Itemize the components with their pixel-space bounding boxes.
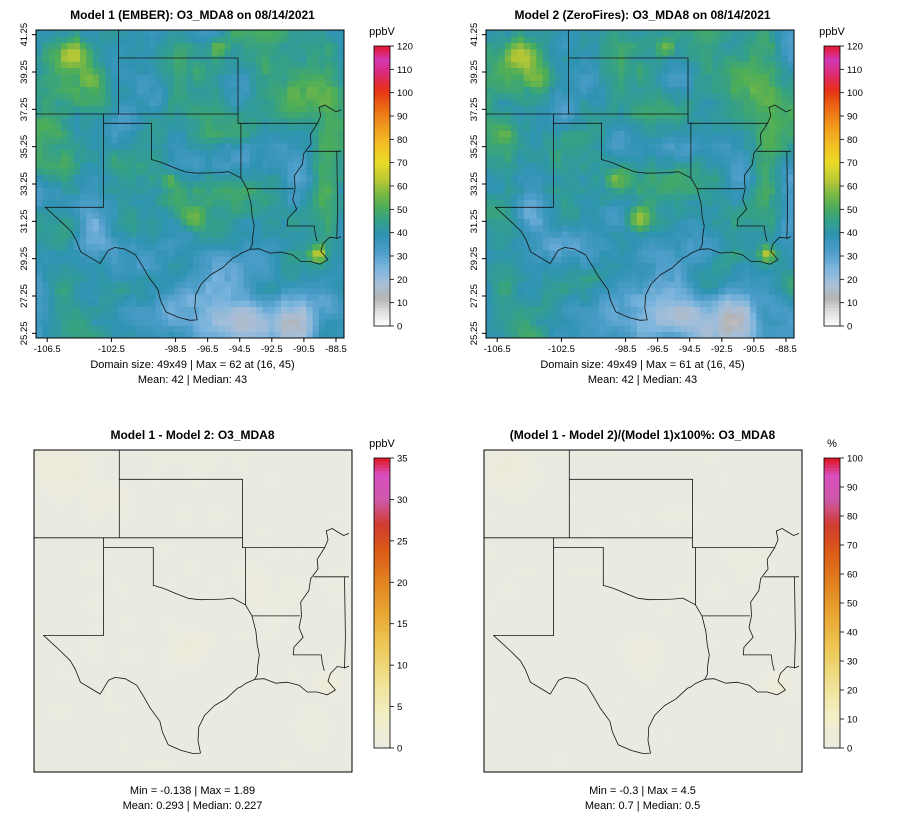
svg-text:40: 40 (397, 228, 408, 239)
stats-line2: Mean: 42 | Median: 43 (587, 374, 698, 386)
state-boundaries (33, 449, 350, 754)
stats-line1: Domain size: 49x49 | Max = 61 at (16, 45… (540, 359, 745, 371)
panel-title-difference: Model 1 - Model 2: O3_MDA8 (110, 428, 275, 442)
raster-grid (34, 450, 353, 773)
state-boundaries (485, 29, 792, 321)
svg-text:-92.5: -92.5 (261, 344, 283, 355)
svg-text:80: 80 (397, 135, 408, 146)
state-boundaries (483, 449, 800, 754)
svg-text:-94.5: -94.5 (229, 344, 251, 355)
svg-text:-102.5: -102.5 (98, 344, 125, 355)
stats-line1: Domain size: 49x49 | Max = 62 at (16, 45… (90, 359, 295, 371)
svg-text:-106.5: -106.5 (34, 344, 61, 355)
svg-text:39.25: 39.25 (19, 60, 30, 84)
svg-text:-98.5: -98.5 (165, 344, 187, 355)
panel-model2: Model 2 (ZeroFires): O3_MDA8 on 08/14/20… (450, 0, 900, 420)
svg-text:35.25: 35.25 (19, 135, 30, 159)
svg-text:31.25: 31.25 (19, 209, 30, 233)
svg-text:41.25: 41.25 (19, 23, 30, 47)
svg-text:70: 70 (397, 158, 408, 169)
svg-text:50: 50 (397, 205, 408, 216)
svg-text:33.25: 33.25 (19, 172, 30, 196)
state-boundaries (35, 29, 342, 321)
svg-text:100: 100 (397, 88, 413, 99)
svg-text:20: 20 (397, 275, 408, 286)
panel-title-model2: Model 2 (ZeroFires): O3_MDA8 on 08/14/20… (514, 8, 771, 22)
stats-block: Min = -0.138 | Max = 1.89 Mean: 0.293 | … (5, 784, 380, 814)
panel-difference: Model 1 - Model 2: O3_MDA8 0 5 10 15 20 25 30 3… (0, 420, 450, 840)
svg-text:0: 0 (397, 322, 402, 333)
svg-text:37.25: 37.25 (19, 97, 30, 121)
svg-text:-96.5: -96.5 (197, 344, 219, 355)
svg-text:25.25: 25.25 (19, 321, 30, 345)
map-frame (33, 449, 353, 773)
axis-ticks: 25.25 27.25 29.25 31.25 33.25 35.25 37.25 39.25… (19, 23, 347, 355)
svg-text:30: 30 (397, 252, 408, 263)
stats-line2: Mean: 0.7 | Median: 0.5 (584, 800, 701, 812)
stats-block: Domain size: 49x49 | Max = 61 at (16, 45… (455, 358, 830, 388)
stats-block: Min = -0.3 | Max = 4.5 Mean: 0.7 | Media… (455, 784, 830, 814)
svg-text:-88.5: -88.5 (325, 344, 347, 355)
svg-text:29.25: 29.25 (19, 247, 30, 271)
raster-grid (486, 30, 795, 339)
map-frame (483, 449, 803, 773)
panel-title-percent-difference: (Model 1 - Model 2)/(Model 1)x100%: O3_M… (509, 428, 776, 442)
stats-line2: Mean: 42 | Median: 43 (137, 374, 248, 386)
axis-ticks: 25.2527.2529.2531.2533.2535.2537.2539.25… (469, 23, 797, 355)
map-plot-model1: 25.25 27.25 29.25 31.25 33.25 35.25 37.25 39.25… (19, 23, 413, 355)
stats-line2: Mean: 0.293 | Median: 0.227 (122, 800, 263, 812)
panel-title-model1: Model 1 (EMBER): O3_MDA8 on 08/14/2021 (70, 8, 315, 22)
colorbar-unit-label: ppbV (369, 438, 395, 450)
colorbar: 0 10 20 30 40 50 60 70 80 90 100 110 120 (373, 42, 413, 333)
svg-text:110: 110 (397, 65, 412, 76)
svg-text:90: 90 (397, 112, 408, 123)
stats-block: Domain size: 49x49 | Max = 62 at (16, 45… (5, 358, 380, 388)
svg-text:27.25: 27.25 (19, 284, 30, 308)
colorbar-unit-label: ppbV (369, 26, 395, 38)
raster-grid (484, 450, 803, 773)
raster-grid (36, 30, 345, 339)
svg-text:10: 10 (397, 298, 408, 309)
colorbar-unit-label: ppbV (819, 26, 845, 38)
colorbar-unit-label: % (827, 438, 837, 450)
stats-line1: Min = -0.138 | Max = 1.89 (129, 785, 256, 797)
panel-percent-difference: (Model 1 - Model 2)/(Model 1)x100%: O3_M… (450, 420, 900, 840)
panel-model1: Model 1 (EMBER): O3_MDA8 on 08/14/2021 2… (0, 0, 450, 420)
stats-line1: Min = -0.3 | Max = 4.5 (589, 785, 696, 797)
map-plot-model2: 25.2527.2529.2531.2533.2535.2537.2539.25… (469, 23, 863, 355)
svg-text:120: 120 (397, 42, 413, 53)
svg-text:-90.5: -90.5 (293, 344, 315, 355)
svg-text:60: 60 (397, 182, 408, 193)
